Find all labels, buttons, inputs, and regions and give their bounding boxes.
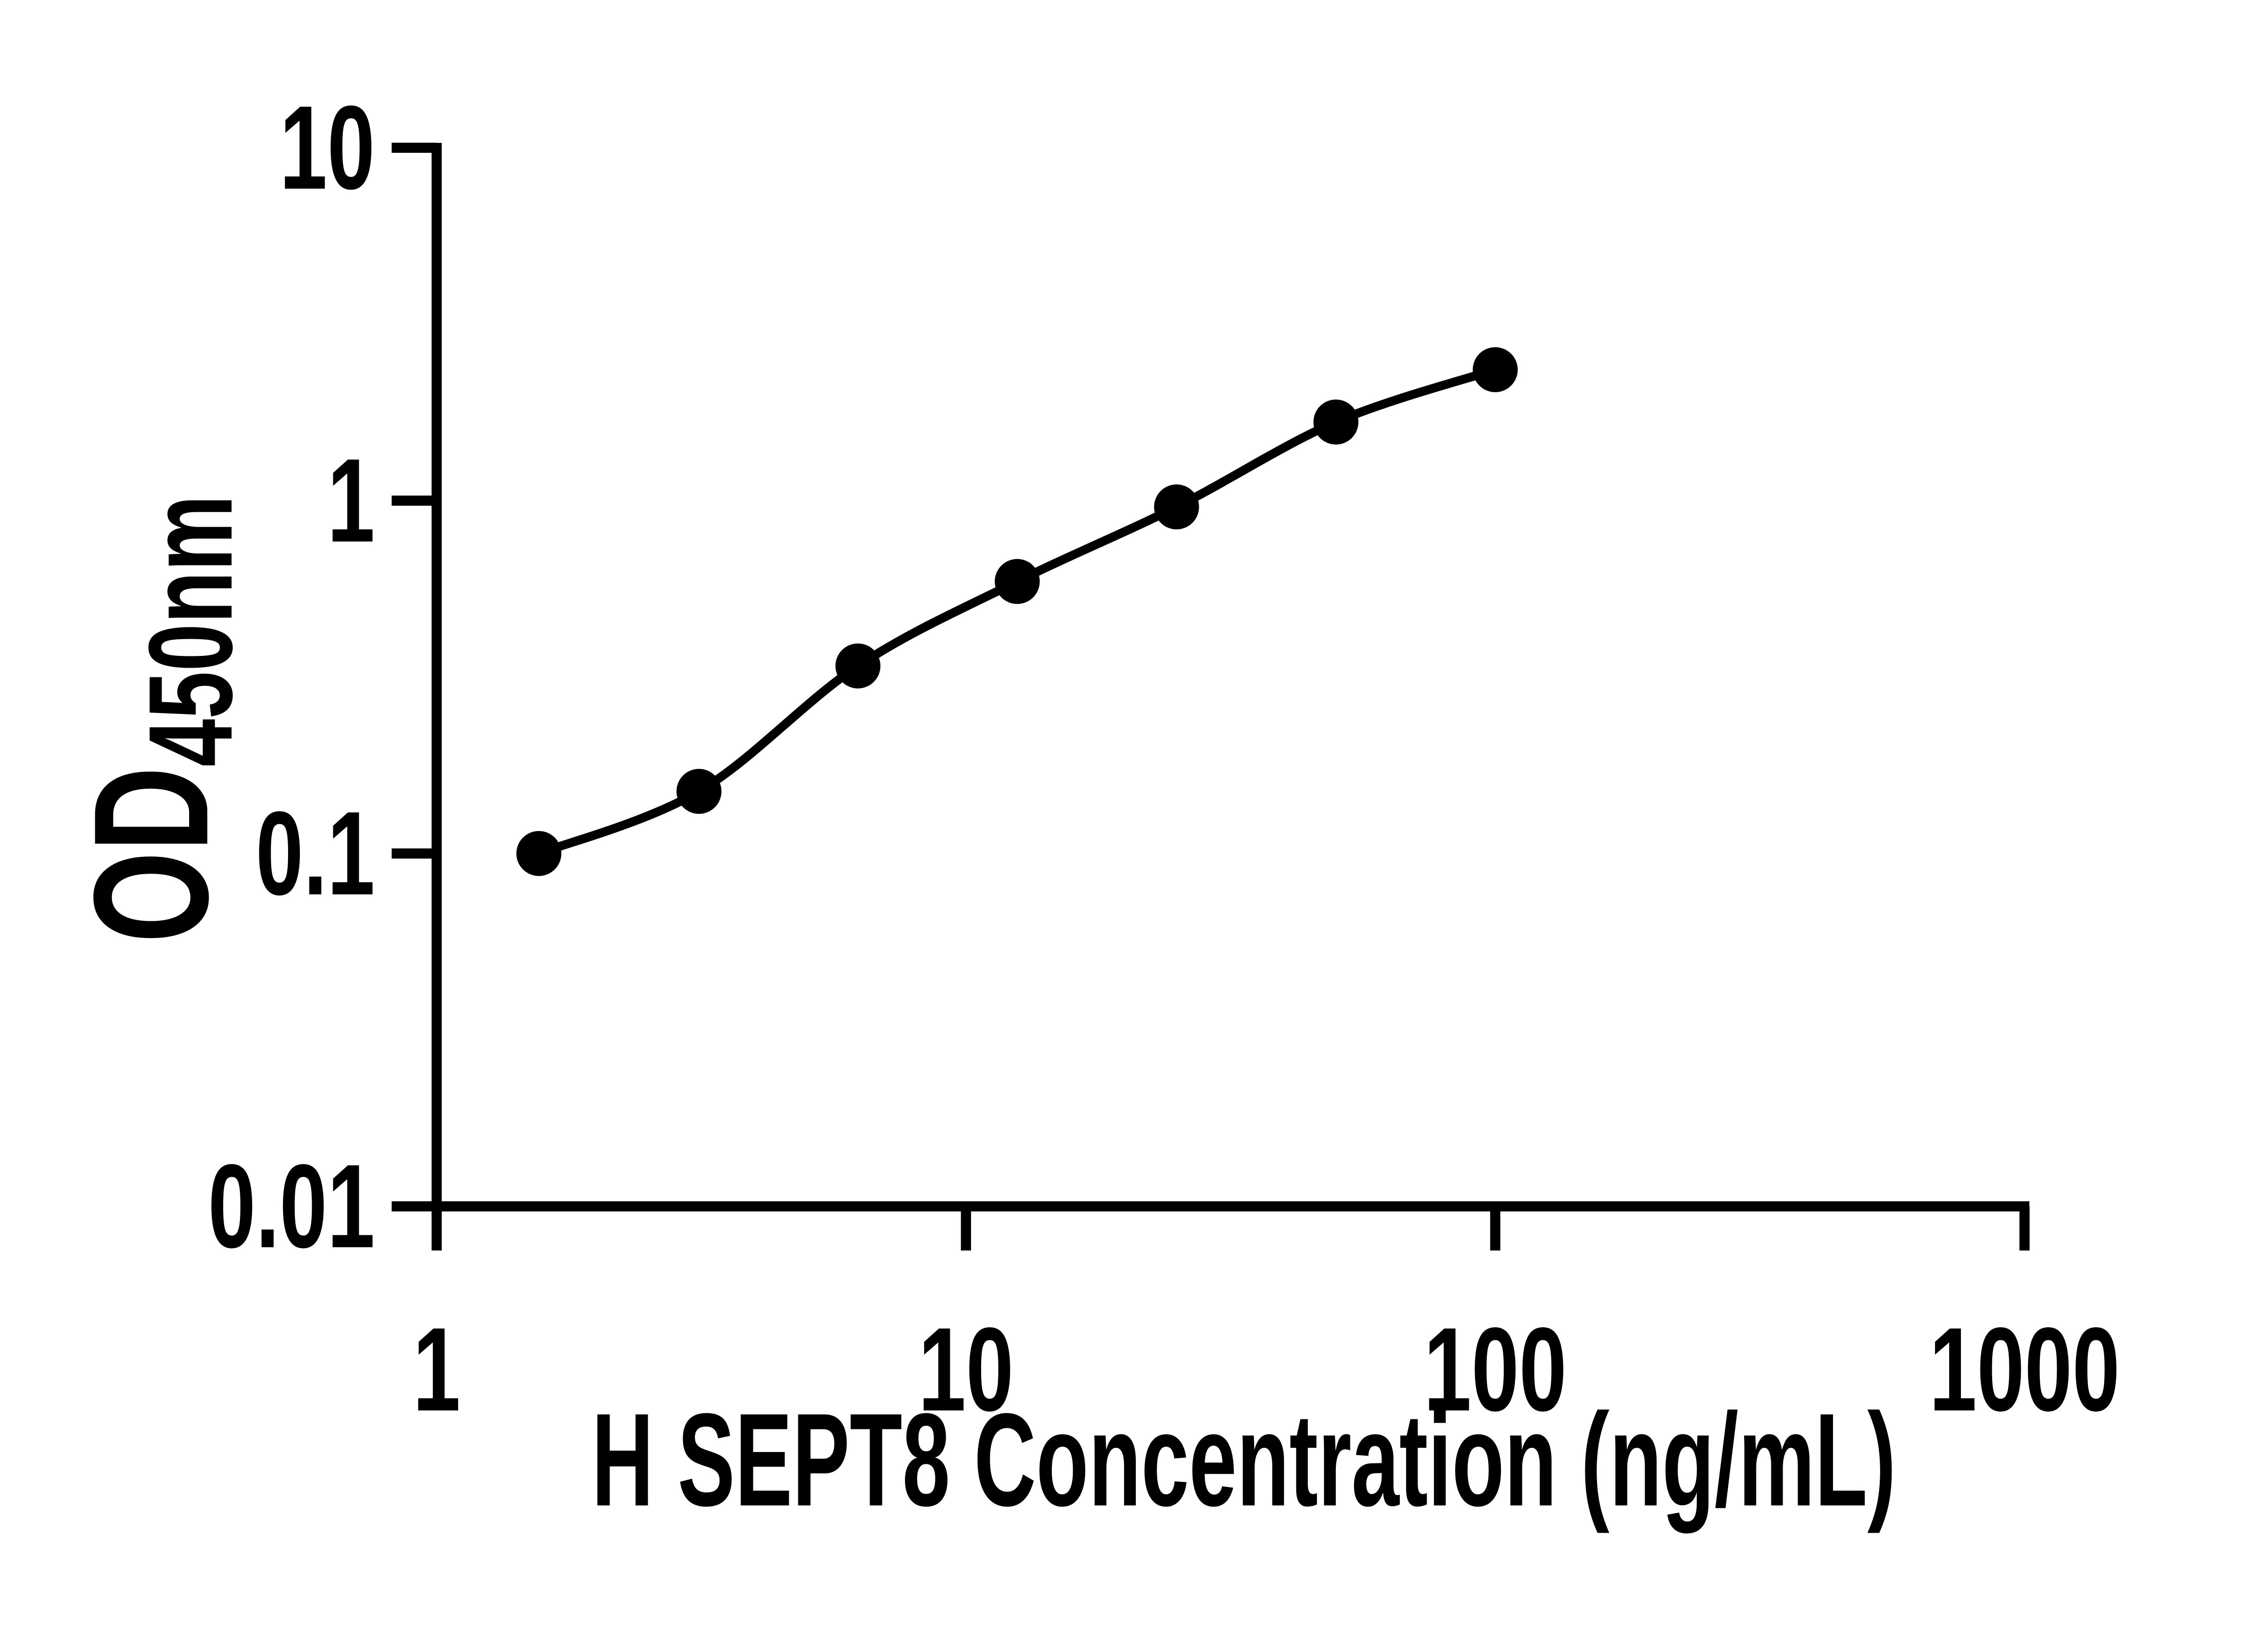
data-point-marker	[995, 559, 1040, 604]
x-axis-tick-labels: 1 10 100 1000	[413, 1303, 2120, 1436]
x-axis-ticks	[431, 1206, 2030, 1251]
y-axis-title-main: OD	[60, 767, 242, 943]
data-points	[516, 347, 1518, 876]
y-axis-title-subscript: 450nm	[124, 495, 257, 767]
y-tick-label: 0.1	[256, 787, 375, 920]
x-tick-label: 100	[1424, 1303, 1567, 1436]
x-tick-label: 10	[918, 1303, 1013, 1436]
y-axis-ticks	[391, 142, 437, 1212]
x-axis-title: H SEPT8 Concentration (ng/mL)	[591, 1386, 1896, 1534]
data-point-marker	[1472, 347, 1518, 392]
y-tick-label: 1	[327, 434, 375, 567]
data-point-marker	[516, 831, 562, 876]
data-point-marker	[676, 768, 722, 814]
y-tick-label: 10	[279, 81, 375, 214]
y-axis-title: OD450nm	[60, 495, 257, 943]
x-tick-label: 1	[413, 1303, 460, 1436]
axes: 10 1 0.1 0.01 1 10 100 1000	[208, 81, 2120, 1436]
y-axis-tick-labels: 10 1 0.1 0.01	[208, 81, 375, 1272]
standard-curve-chart: 10 1 0.1 0.01 1 10 100 1000 H SEPT8 Concentrat…	[60, 81, 2120, 1534]
x-tick-label: 1000	[1929, 1303, 2120, 1436]
elisa-standard-curve-figure: 10 1 0.1 0.01 1 10 100 1000 H SEPT8 Concentrat…	[60, 81, 2120, 1534]
y-tick-label: 0.01	[208, 1140, 375, 1273]
data-point-marker	[1154, 484, 1199, 530]
plot-area: 10 1 0.1 0.01 1 10 100 1000	[208, 81, 2120, 1436]
data-point-marker	[1313, 399, 1359, 445]
data-point-marker	[835, 643, 880, 689]
